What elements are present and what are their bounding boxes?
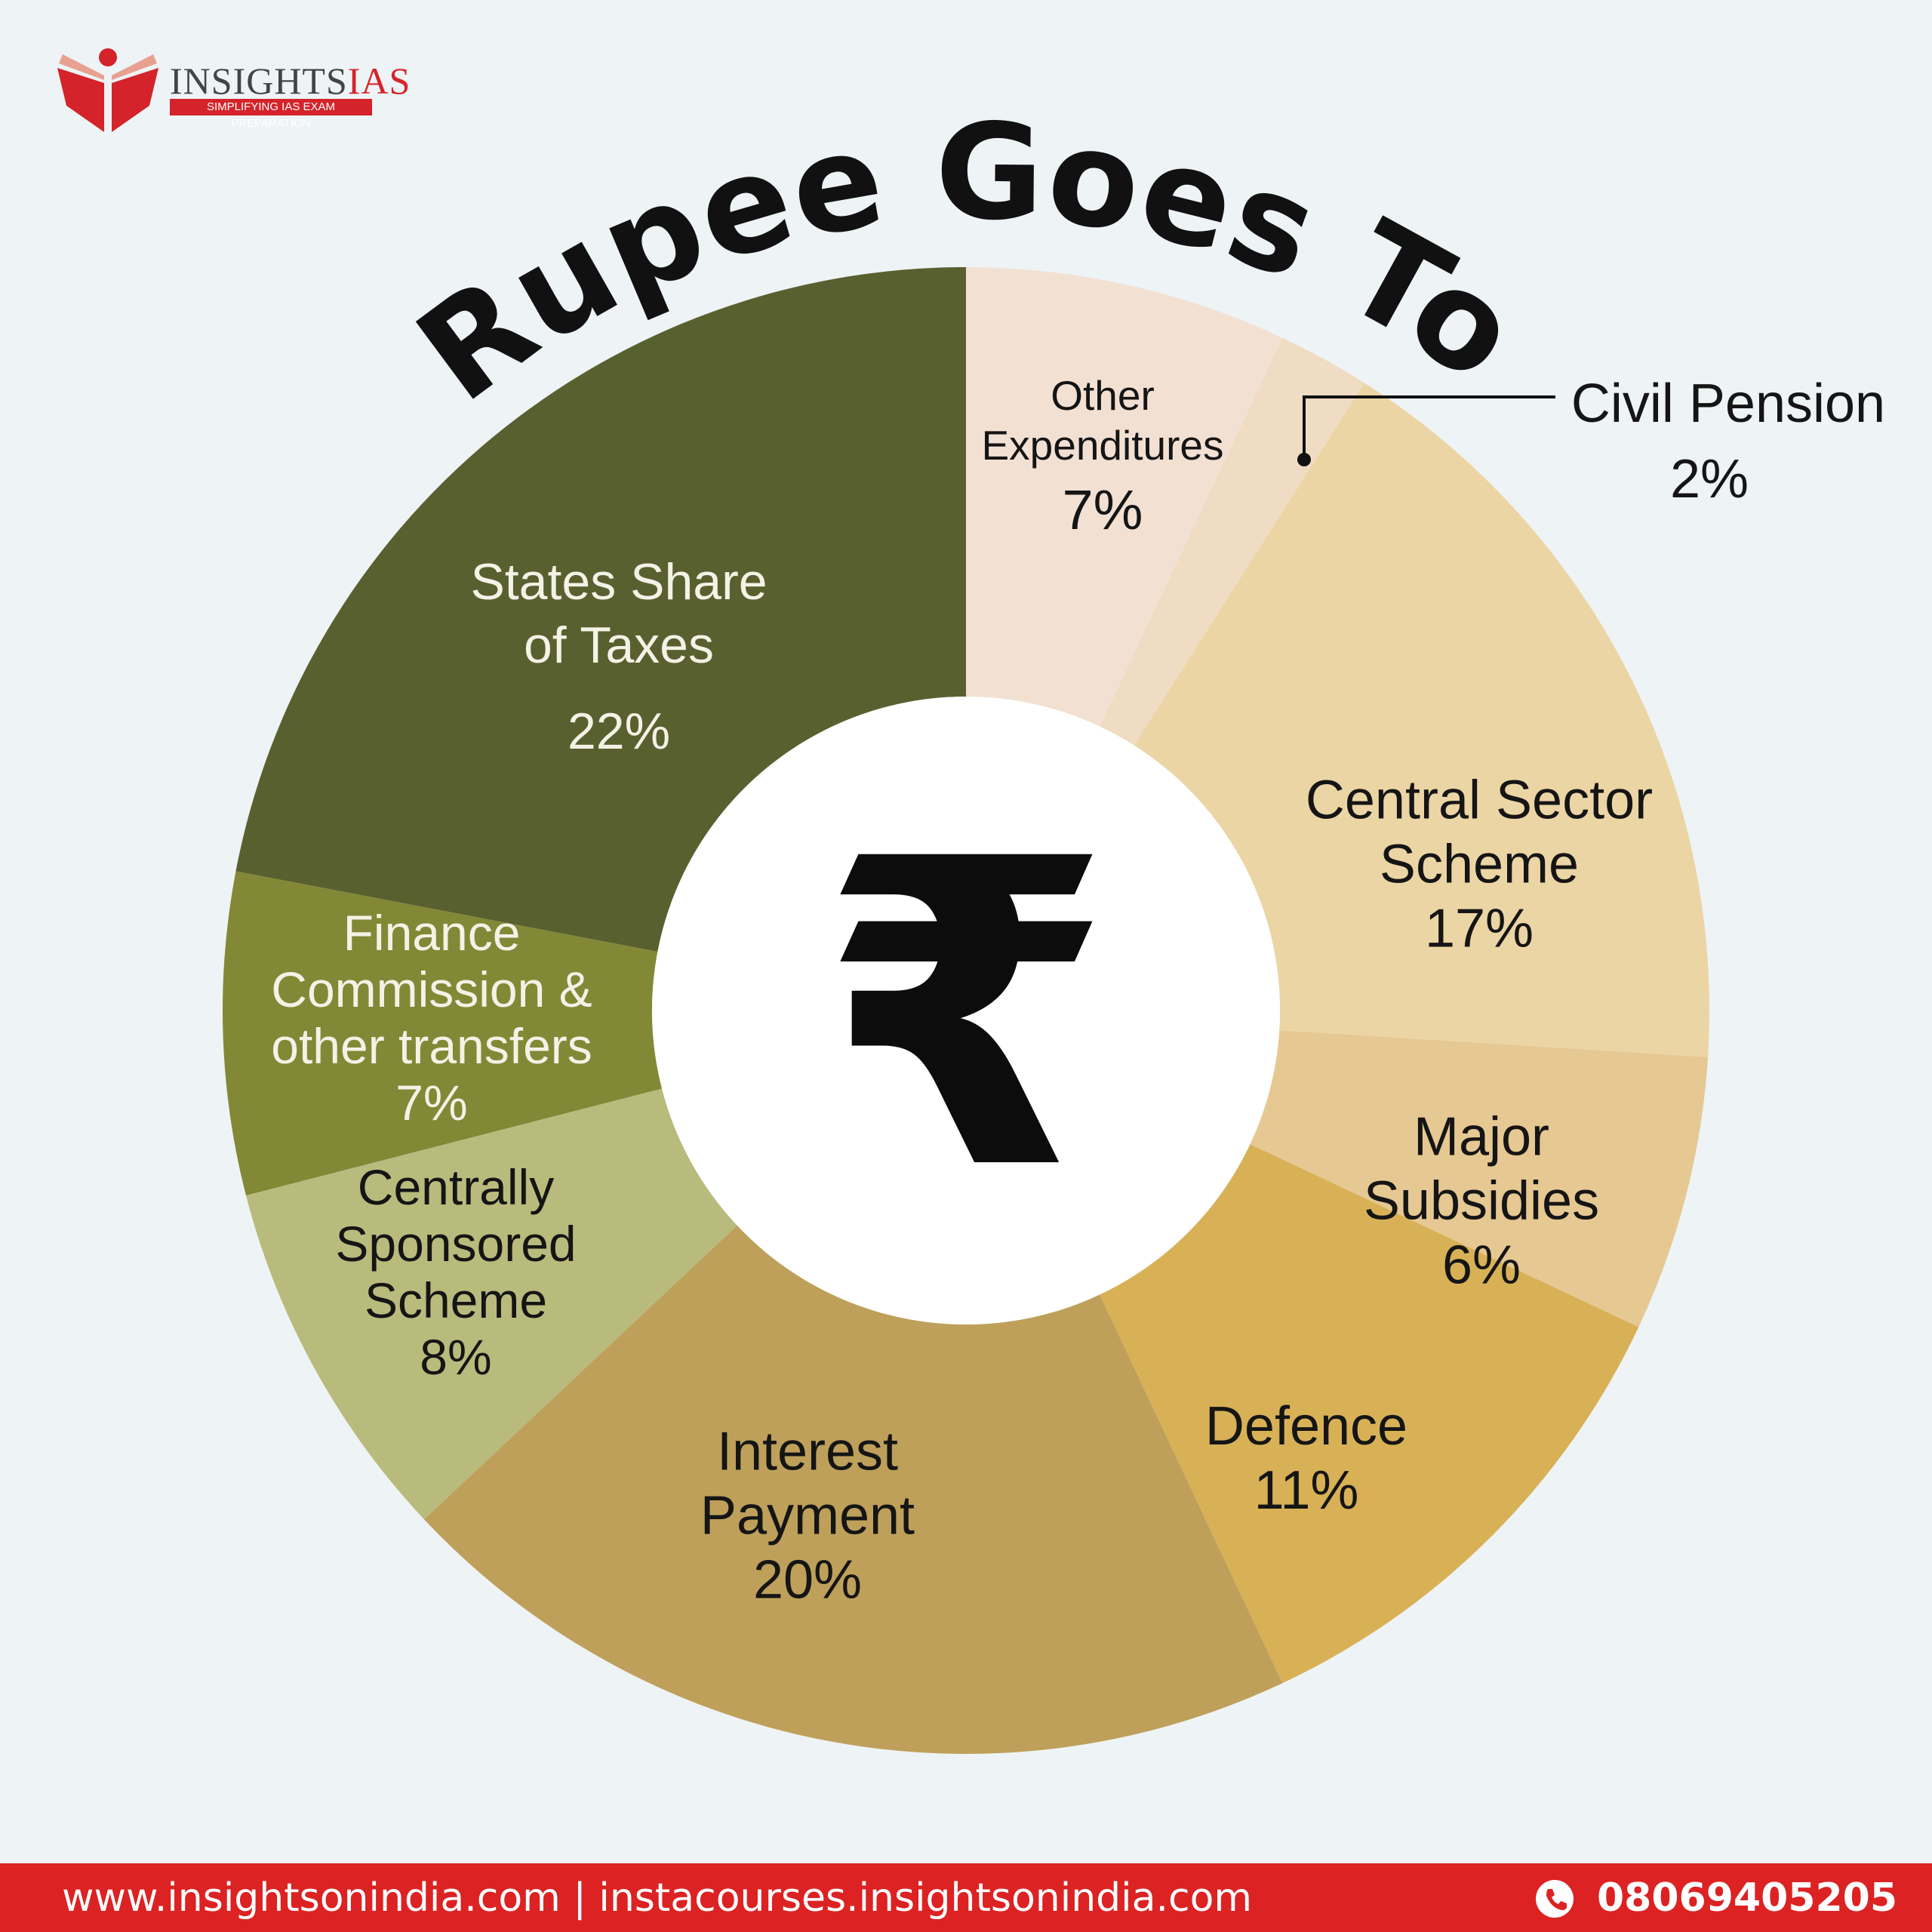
slice-finance-commission-other-transfers [222, 871, 663, 1195]
label-defence: Defence 11% [1205, 1395, 1407, 1523]
civil-pension-leader-dot [1297, 453, 1311, 466]
slice-label: Other Expenditures [981, 372, 1224, 469]
slice-other-expenditures [966, 267, 1283, 727]
logo-wordmark: INSIGHTSIAS [170, 59, 411, 103]
label-centrally-sponsored-scheme: Centrally Sponsored Scheme 8% [320, 1159, 592, 1386]
rupee-symbol-icon: ₹ [819, 771, 1113, 1263]
slice-label: Defence [1204, 1396, 1408, 1457]
label-central-sector-scheme: Central Sector Scheme 17% [1275, 769, 1683, 961]
footer-bar: www.insightsonindia.com | instacourses.i… [0, 1863, 1932, 1932]
slice-value: 20% [752, 1549, 863, 1611]
slice-label: Major Subsidies [1363, 1106, 1600, 1232]
label-states-share-of-taxes: States Share of Taxes 22% [453, 550, 785, 763]
slice-defence [1100, 1144, 1639, 1684]
slice-states-share-of-taxes [235, 267, 967, 952]
footer-links[interactable]: www.insightsonindia.com | instacourses.i… [62, 1875, 1253, 1921]
slice-value: 7% [1062, 478, 1143, 541]
logo-book-icon [57, 48, 158, 132]
slice-value: 2% [1669, 449, 1749, 509]
slice-value: 6% [1441, 1235, 1521, 1296]
slice-value: 22% [567, 703, 671, 760]
slice-central-sector-scheme [1134, 383, 1709, 1057]
donut-hole [652, 697, 1280, 1324]
slice-centrally-sponsored-scheme [245, 1088, 737, 1520]
slice-value: 7% [395, 1075, 468, 1131]
slice-value: 17% [1424, 898, 1534, 959]
footer-phone[interactable]: 08069405205 [1597, 1875, 1897, 1921]
civil-pension-leader-line [1303, 395, 1555, 460]
slice-major-subsidies [1250, 1030, 1709, 1327]
slice-value: 8% [420, 1329, 492, 1385]
slice-label: States Share of Taxes [470, 553, 768, 674]
label-major-subsidies: Major Subsidies 6% [1338, 1106, 1625, 1298]
slice-value: 11% [1254, 1460, 1359, 1521]
slice-civil-pension [1100, 337, 1364, 746]
logo-tagline: SIMPLIFYING IAS EXAM PREPARATION [170, 99, 372, 130]
label-finance-commission: Finance Commission & other transfers 7% [247, 905, 617, 1131]
label-other-expenditures: Other Expenditures 7% [963, 371, 1242, 541]
slice-label: Centrally Sponsored Scheme [335, 1159, 577, 1328]
slice-label: Civil Pension [1571, 374, 1886, 434]
label-civil-pension: Civil Pension 2% [1571, 366, 1885, 517]
logo-accent: IAS [347, 60, 411, 102]
label-interest-payment: Interest Payment 20% [679, 1420, 936, 1613]
logo-name: INSIGHTS [170, 60, 348, 102]
slice-label: Interest Payment [700, 1421, 915, 1546]
slice-interest-payment [423, 1225, 1283, 1754]
phone-icon [1536, 1880, 1574, 1918]
slices [222, 267, 1709, 1754]
slice-label: Central Sector Scheme [1305, 770, 1654, 895]
slice-label: Finance Commission & other transfers [271, 905, 592, 1074]
